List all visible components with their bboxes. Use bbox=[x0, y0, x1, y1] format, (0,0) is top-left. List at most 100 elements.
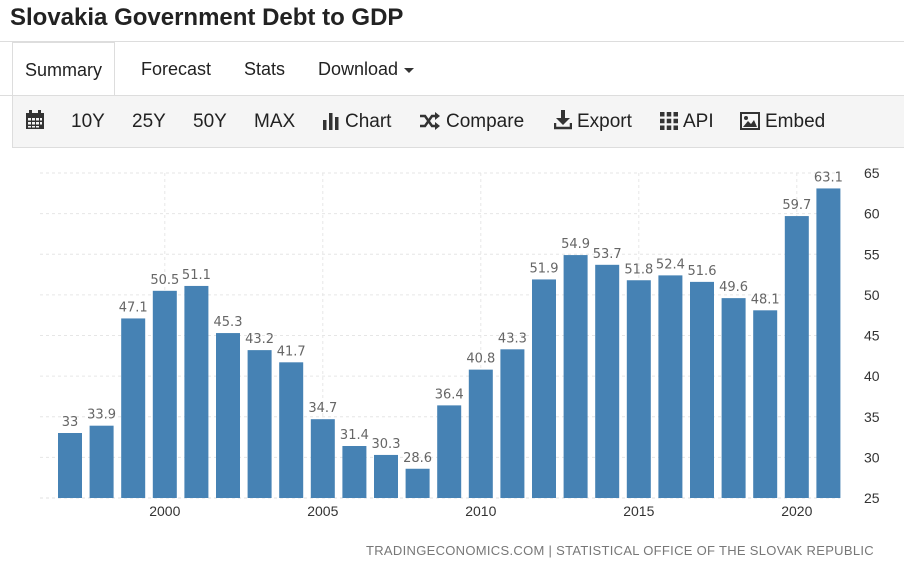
data-label: 51.9 bbox=[530, 261, 559, 276]
data-label: 34.7 bbox=[308, 401, 337, 416]
range-10y-button[interactable]: 10Y bbox=[71, 111, 105, 132]
data-label: 41.7 bbox=[277, 344, 306, 359]
bar bbox=[626, 280, 651, 498]
data-label: 51.8 bbox=[624, 262, 653, 277]
data-label: 49.6 bbox=[719, 280, 748, 295]
bar bbox=[89, 425, 114, 498]
bar bbox=[152, 290, 177, 498]
data-label: 43.2 bbox=[245, 332, 274, 347]
bar bbox=[595, 264, 620, 498]
y-tick-label: 55 bbox=[864, 246, 880, 262]
data-label: 28.6 bbox=[403, 451, 432, 466]
export-label: Export bbox=[577, 111, 632, 132]
data-label: 45.3 bbox=[214, 315, 243, 330]
y-tick-label: 30 bbox=[864, 449, 880, 465]
tab-download-label: Download bbox=[318, 59, 399, 79]
calendar-icon bbox=[26, 110, 44, 129]
data-label: 31.4 bbox=[340, 428, 369, 443]
tab-forecast-label: Forecast bbox=[141, 59, 212, 79]
shuffle-icon bbox=[420, 112, 440, 130]
bar bbox=[216, 333, 240, 498]
tab-forecast[interactable]: Forecast bbox=[141, 42, 211, 96]
range-50y-button[interactable]: 50Y bbox=[193, 111, 227, 132]
tab-stats-label: Stats bbox=[244, 59, 286, 79]
y-tick-label: 35 bbox=[864, 409, 880, 425]
data-label: 36.4 bbox=[435, 387, 464, 402]
bar bbox=[500, 349, 525, 498]
api-button[interactable]: API bbox=[660, 96, 714, 148]
data-label: 40.8 bbox=[466, 352, 495, 367]
export-button[interactable]: Export bbox=[553, 96, 632, 148]
bar bbox=[816, 188, 841, 498]
api-label: API bbox=[683, 111, 714, 132]
embed-button[interactable]: Embed bbox=[740, 96, 825, 148]
data-label: 48.1 bbox=[751, 292, 780, 307]
data-label: 33 bbox=[62, 415, 79, 430]
bar-chart-icon bbox=[323, 113, 339, 130]
bar bbox=[279, 362, 304, 498]
embed-label: Embed bbox=[765, 111, 826, 132]
tab-summary[interactable]: Summary bbox=[12, 42, 116, 96]
bar bbox=[468, 369, 493, 498]
x-tick-label: 2015 bbox=[623, 503, 654, 519]
data-label: 51.1 bbox=[182, 268, 211, 283]
data-label: 54.9 bbox=[561, 237, 590, 252]
caret-down-icon bbox=[404, 67, 415, 73]
source-attribution: TRADINGECONOMICS.COM | STATISTICAL OFFIC… bbox=[366, 543, 874, 558]
bar bbox=[721, 298, 746, 498]
bar bbox=[374, 454, 398, 498]
y-tick-label: 40 bbox=[864, 368, 880, 384]
data-label: 33.9 bbox=[87, 408, 116, 423]
data-label: 53.7 bbox=[593, 247, 622, 262]
tab-summary-label: Summary bbox=[25, 60, 103, 80]
y-tick-label: 45 bbox=[864, 328, 880, 344]
data-label: 59.7 bbox=[782, 198, 811, 213]
calendar-button[interactable] bbox=[25, 96, 50, 148]
bar bbox=[405, 468, 430, 498]
y-tick-label: 60 bbox=[864, 206, 880, 222]
bar bbox=[532, 279, 556, 498]
bar bbox=[437, 405, 462, 498]
bar bbox=[784, 216, 809, 498]
y-tick-label: 25 bbox=[864, 490, 880, 506]
bar bbox=[247, 350, 272, 498]
image-icon bbox=[740, 112, 760, 130]
y-tick-label: 65 bbox=[864, 165, 880, 181]
range-max-button[interactable]: MAX bbox=[254, 111, 296, 132]
page-title: Slovakia Government Debt to GDP bbox=[10, 4, 404, 31]
bar bbox=[658, 275, 683, 498]
y-tick-label: 50 bbox=[864, 287, 880, 303]
chart-area: 25 30 35 40 45 50 55 60 65 2000 2005 2010 2015 2020 33… bbox=[0, 148, 904, 578]
title-divider bbox=[0, 41, 904, 42]
download-icon bbox=[553, 110, 573, 130]
data-label: 51.6 bbox=[688, 264, 717, 279]
tab-download[interactable]: Download bbox=[318, 42, 415, 96]
x-tick-label: 2020 bbox=[781, 503, 812, 519]
grid-icon bbox=[660, 112, 678, 130]
compare-button[interactable]: Compare bbox=[419, 96, 524, 148]
tabs-divider bbox=[0, 95, 904, 96]
range-25y-button[interactable]: 25Y bbox=[132, 111, 166, 132]
bar bbox=[310, 419, 335, 498]
bar bbox=[342, 446, 367, 498]
chart-type-label: Chart bbox=[345, 111, 392, 132]
chart-type-button[interactable]: Chart bbox=[322, 96, 391, 148]
data-label: 30.3 bbox=[372, 437, 401, 452]
x-tick-label: 2010 bbox=[465, 503, 496, 519]
bar bbox=[184, 285, 209, 498]
data-label: 47.1 bbox=[119, 300, 148, 315]
tab-stats[interactable]: Stats bbox=[244, 42, 285, 96]
tab-bar: Summary Forecast Stats Download bbox=[0, 42, 904, 96]
chart-toolbar: 10Y 25Y 50Y MAX Chart Compare Export bbox=[12, 96, 904, 148]
bar bbox=[563, 255, 588, 498]
data-label: 50.5 bbox=[150, 273, 179, 288]
bar bbox=[58, 433, 82, 498]
data-label: 43.3 bbox=[498, 331, 527, 346]
bar bbox=[690, 281, 714, 498]
x-tick-label: 2000 bbox=[149, 503, 180, 519]
data-label: 52.4 bbox=[656, 257, 685, 272]
bar-chart: 25 30 35 40 45 50 55 60 65 2000 2005 2010 2015 2020 33… bbox=[40, 165, 880, 519]
bar bbox=[753, 310, 778, 498]
bar bbox=[121, 318, 146, 498]
data-label: 63.1 bbox=[814, 170, 843, 185]
